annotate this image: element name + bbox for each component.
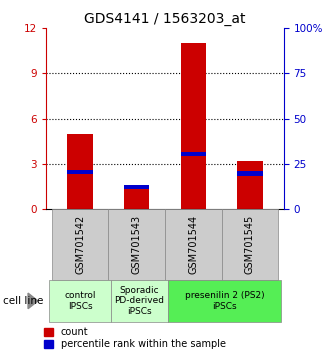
Bar bbox=[168, 280, 281, 322]
Bar bbox=[111, 280, 168, 322]
Bar bbox=[52, 209, 109, 280]
Legend: count, percentile rank within the sample: count, percentile rank within the sample bbox=[45, 327, 226, 349]
Bar bbox=[181, 44, 206, 209]
Text: GSM701545: GSM701545 bbox=[245, 215, 255, 274]
Bar bbox=[165, 209, 221, 280]
Bar bbox=[124, 189, 149, 209]
Text: Sporadic
PD-derived
iPSCs: Sporadic PD-derived iPSCs bbox=[115, 286, 165, 316]
Bar bbox=[181, 152, 206, 156]
Text: GSM701542: GSM701542 bbox=[75, 215, 85, 274]
Polygon shape bbox=[28, 293, 38, 309]
Bar bbox=[67, 133, 93, 209]
Text: control
IPSCs: control IPSCs bbox=[64, 291, 96, 310]
Bar bbox=[109, 209, 165, 280]
Bar bbox=[49, 280, 111, 322]
Text: presenilin 2 (PS2)
iPSCs: presenilin 2 (PS2) iPSCs bbox=[184, 291, 264, 310]
Bar bbox=[221, 209, 278, 280]
Bar bbox=[237, 171, 263, 176]
Text: cell line: cell line bbox=[3, 296, 44, 306]
Text: GSM701544: GSM701544 bbox=[188, 215, 198, 274]
Bar bbox=[124, 185, 149, 189]
Bar bbox=[237, 161, 263, 209]
Bar bbox=[67, 170, 93, 174]
Title: GDS4141 / 1563203_at: GDS4141 / 1563203_at bbox=[84, 12, 246, 26]
Text: GSM701543: GSM701543 bbox=[132, 215, 142, 274]
